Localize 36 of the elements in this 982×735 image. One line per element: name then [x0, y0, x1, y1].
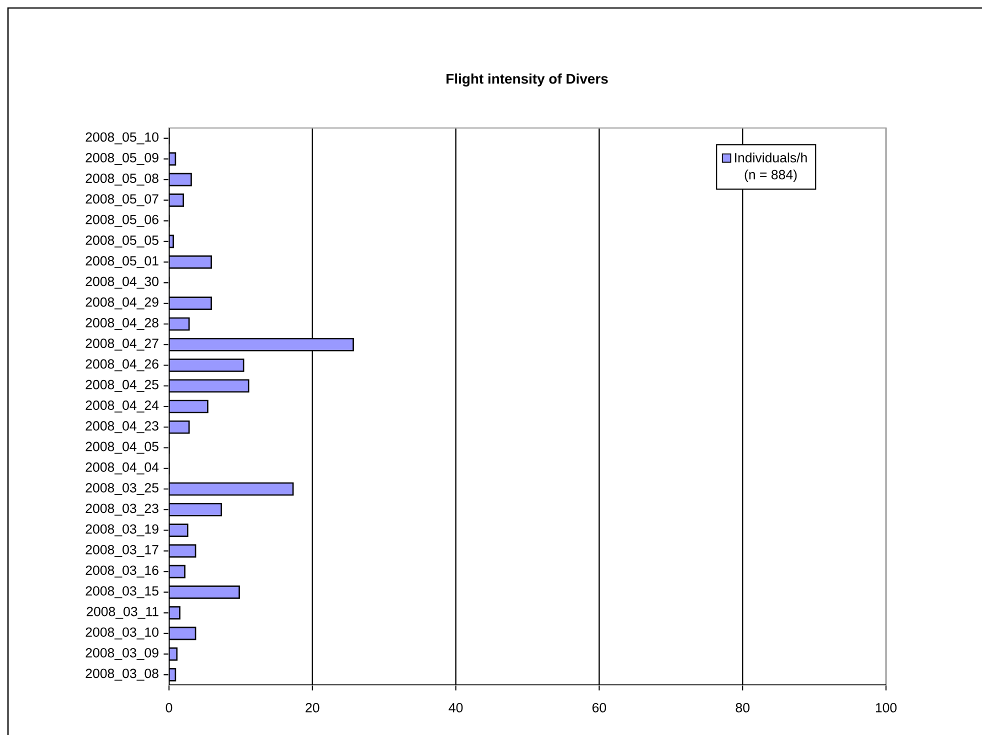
- y-tick-label: 2008_04_27: [86, 338, 158, 351]
- y-tick-label: 2008_04_29: [86, 297, 158, 310]
- y-tick-label: 2008_03_19: [86, 524, 158, 536]
- y-tick-label: 2008_04_25: [86, 380, 158, 392]
- y-tick-label: 2008_03_15: [86, 586, 158, 598]
- x-tick-label: 80: [736, 702, 750, 712]
- y-tick-label: 2008_03_16: [86, 566, 158, 578]
- y-tick-label: 2008_03_10: [86, 627, 158, 640]
- y-tick-label: 2008_05_08: [86, 174, 158, 186]
- annotation: (n = 884): [744, 170, 797, 182]
- y-tick-label: 2008_03_25: [86, 483, 158, 495]
- y-tick-label: 2008_04_23: [86, 421, 158, 434]
- y-tick-label: 2008_04_26: [86, 359, 158, 372]
- y-tick-label: 2008_05_07: [86, 194, 158, 206]
- y-tick-label: 2008_03_17: [86, 544, 158, 557]
- y-tick-label: 2008_05_06: [86, 214, 158, 227]
- y-tick-label: 2008_05_10: [86, 132, 158, 144]
- x-tick-label: 60: [592, 702, 606, 712]
- y-tick-label: 2008_03_09: [86, 648, 158, 660]
- y-tick-label: 2008_04_28: [86, 318, 158, 330]
- y-tick-label: 2008_05_09: [86, 152, 158, 165]
- x-tick-label: 20: [306, 702, 320, 712]
- y-tick-label: 2008_03_11: [86, 606, 158, 619]
- y-tick-label: 2008_04_04: [86, 462, 159, 474]
- y-tick-label: 2008_03_23: [86, 504, 158, 516]
- legend-label: Individuals/h: [735, 152, 807, 162]
- y-tick-label: 2008_04_24: [86, 400, 159, 412]
- y-tick-label: 2008_03_08: [86, 668, 158, 681]
- chart-title: Flight intensity of Divers: [446, 73, 608, 87]
- y-tick-label: 2008_05_05: [86, 236, 158, 248]
- y-tick-label: 2008_05_01: [86, 256, 158, 268]
- x-tick-label: 100: [876, 702, 897, 712]
- x-tick-label: 40: [448, 702, 463, 712]
- y-tick-label: 2008_04_05: [86, 442, 158, 454]
- x-tick-label: 0: [166, 702, 172, 712]
- y-tick-label: 2008_04_30: [86, 276, 158, 289]
